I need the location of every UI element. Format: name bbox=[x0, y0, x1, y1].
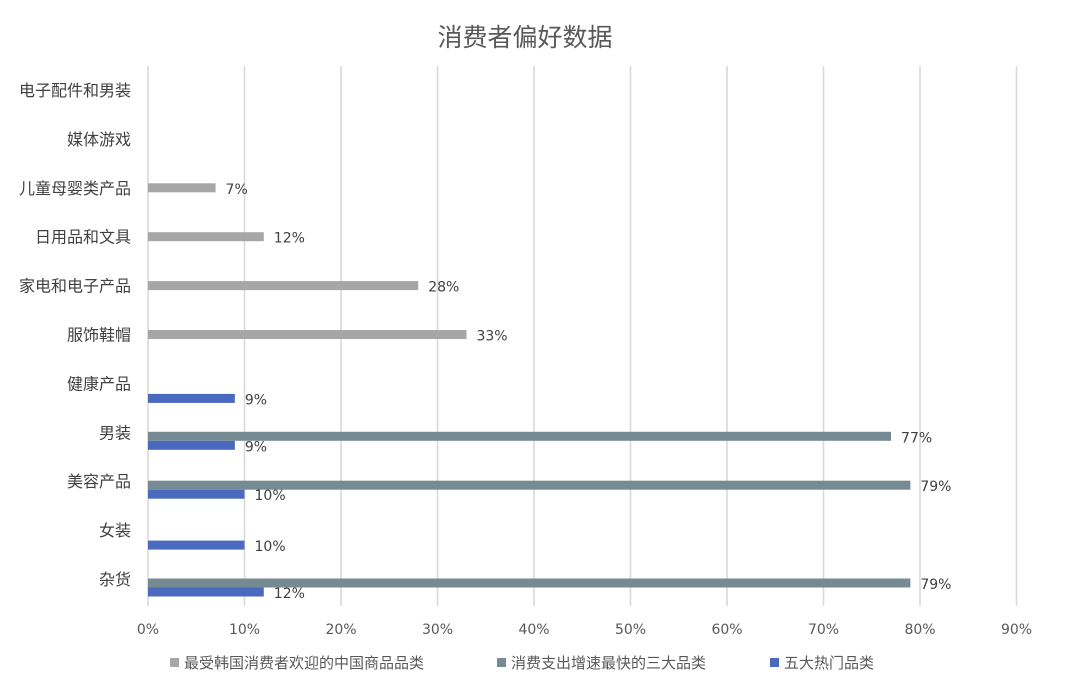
gridlines bbox=[147, 66, 1018, 606]
bar bbox=[148, 489, 245, 499]
legend-label: 最受韩国消费者欢迎的中国商品品类 bbox=[184, 654, 424, 672]
data-label: 79% bbox=[920, 479, 951, 495]
bar bbox=[148, 281, 419, 291]
category-label: 日用品和文具 bbox=[35, 228, 131, 247]
category-label: 服饰鞋帽 bbox=[67, 326, 131, 345]
data-labels: 7% 12% 28% 33% 9% 77% 9% 79% 10% 10% 79% 12% bbox=[226, 182, 952, 602]
category-label: 杂货 bbox=[99, 570, 131, 589]
bar bbox=[148, 330, 467, 339]
x-tick-label: 30% bbox=[422, 622, 453, 638]
legend-swatch bbox=[170, 658, 179, 667]
legend-swatch bbox=[497, 658, 506, 667]
category-label: 电子配件和男装 bbox=[19, 81, 131, 100]
legend-label: 消费支出增速最快的三大品类 bbox=[511, 654, 706, 672]
data-label: 33% bbox=[476, 329, 507, 345]
chart-title: 消费者偏好数据 bbox=[437, 23, 612, 52]
data-label: 77% bbox=[901, 430, 932, 446]
category-label: 儿童母婴类产品 bbox=[19, 179, 131, 198]
x-tick-label: 70% bbox=[808, 622, 839, 638]
legend-label: 五大热门品类 bbox=[784, 654, 874, 672]
x-tick-label: 0% bbox=[137, 622, 159, 638]
data-label: 79% bbox=[920, 577, 951, 593]
category-label: 健康产品 bbox=[67, 374, 131, 393]
category-label: 家电和电子产品 bbox=[19, 277, 131, 296]
x-tick-label: 80% bbox=[904, 622, 935, 638]
x-tick-label: 60% bbox=[711, 622, 742, 638]
category-label: 媒体游戏 bbox=[67, 130, 131, 149]
data-label: 12% bbox=[274, 231, 305, 247]
data-label: 10% bbox=[255, 488, 286, 504]
bar bbox=[148, 431, 892, 441]
data-label: 9% bbox=[245, 392, 267, 408]
category-label: 美容产品 bbox=[67, 472, 131, 491]
data-label: 10% bbox=[255, 539, 286, 555]
bar bbox=[148, 540, 245, 550]
x-tick-label: 90% bbox=[1001, 622, 1032, 638]
x-tick-label: 10% bbox=[229, 622, 260, 638]
x-tick-label: 20% bbox=[325, 622, 356, 638]
category-label: 男装 bbox=[99, 423, 131, 442]
bar bbox=[148, 183, 216, 193]
bar bbox=[148, 232, 264, 242]
data-label: 7% bbox=[226, 182, 248, 198]
legend-swatch bbox=[770, 658, 779, 667]
bar bbox=[148, 480, 911, 490]
bars bbox=[148, 183, 911, 597]
legend: 最受韩国消费者欢迎的中国商品品类 消费支出增速最快的三大品类 五大热门品类 bbox=[170, 654, 874, 672]
bar bbox=[148, 440, 235, 450]
x-tick-label: 40% bbox=[518, 622, 549, 638]
data-label: 12% bbox=[274, 586, 305, 602]
category-labels: 电子配件和男装媒体游戏儿童母婴类产品日用品和文具家电和电子产品服饰鞋帽健康产品男… bbox=[19, 81, 131, 589]
bar bbox=[148, 578, 911, 588]
category-label: 女装 bbox=[99, 521, 131, 540]
data-label: 9% bbox=[245, 439, 267, 455]
x-tick-labels: 0% 10% 20% 30% 40% 50% 60% 70% 80% 90% bbox=[137, 622, 1032, 638]
bar bbox=[148, 393, 235, 403]
data-label: 28% bbox=[428, 280, 459, 296]
bar bbox=[148, 587, 264, 597]
x-tick-label: 50% bbox=[615, 622, 646, 638]
